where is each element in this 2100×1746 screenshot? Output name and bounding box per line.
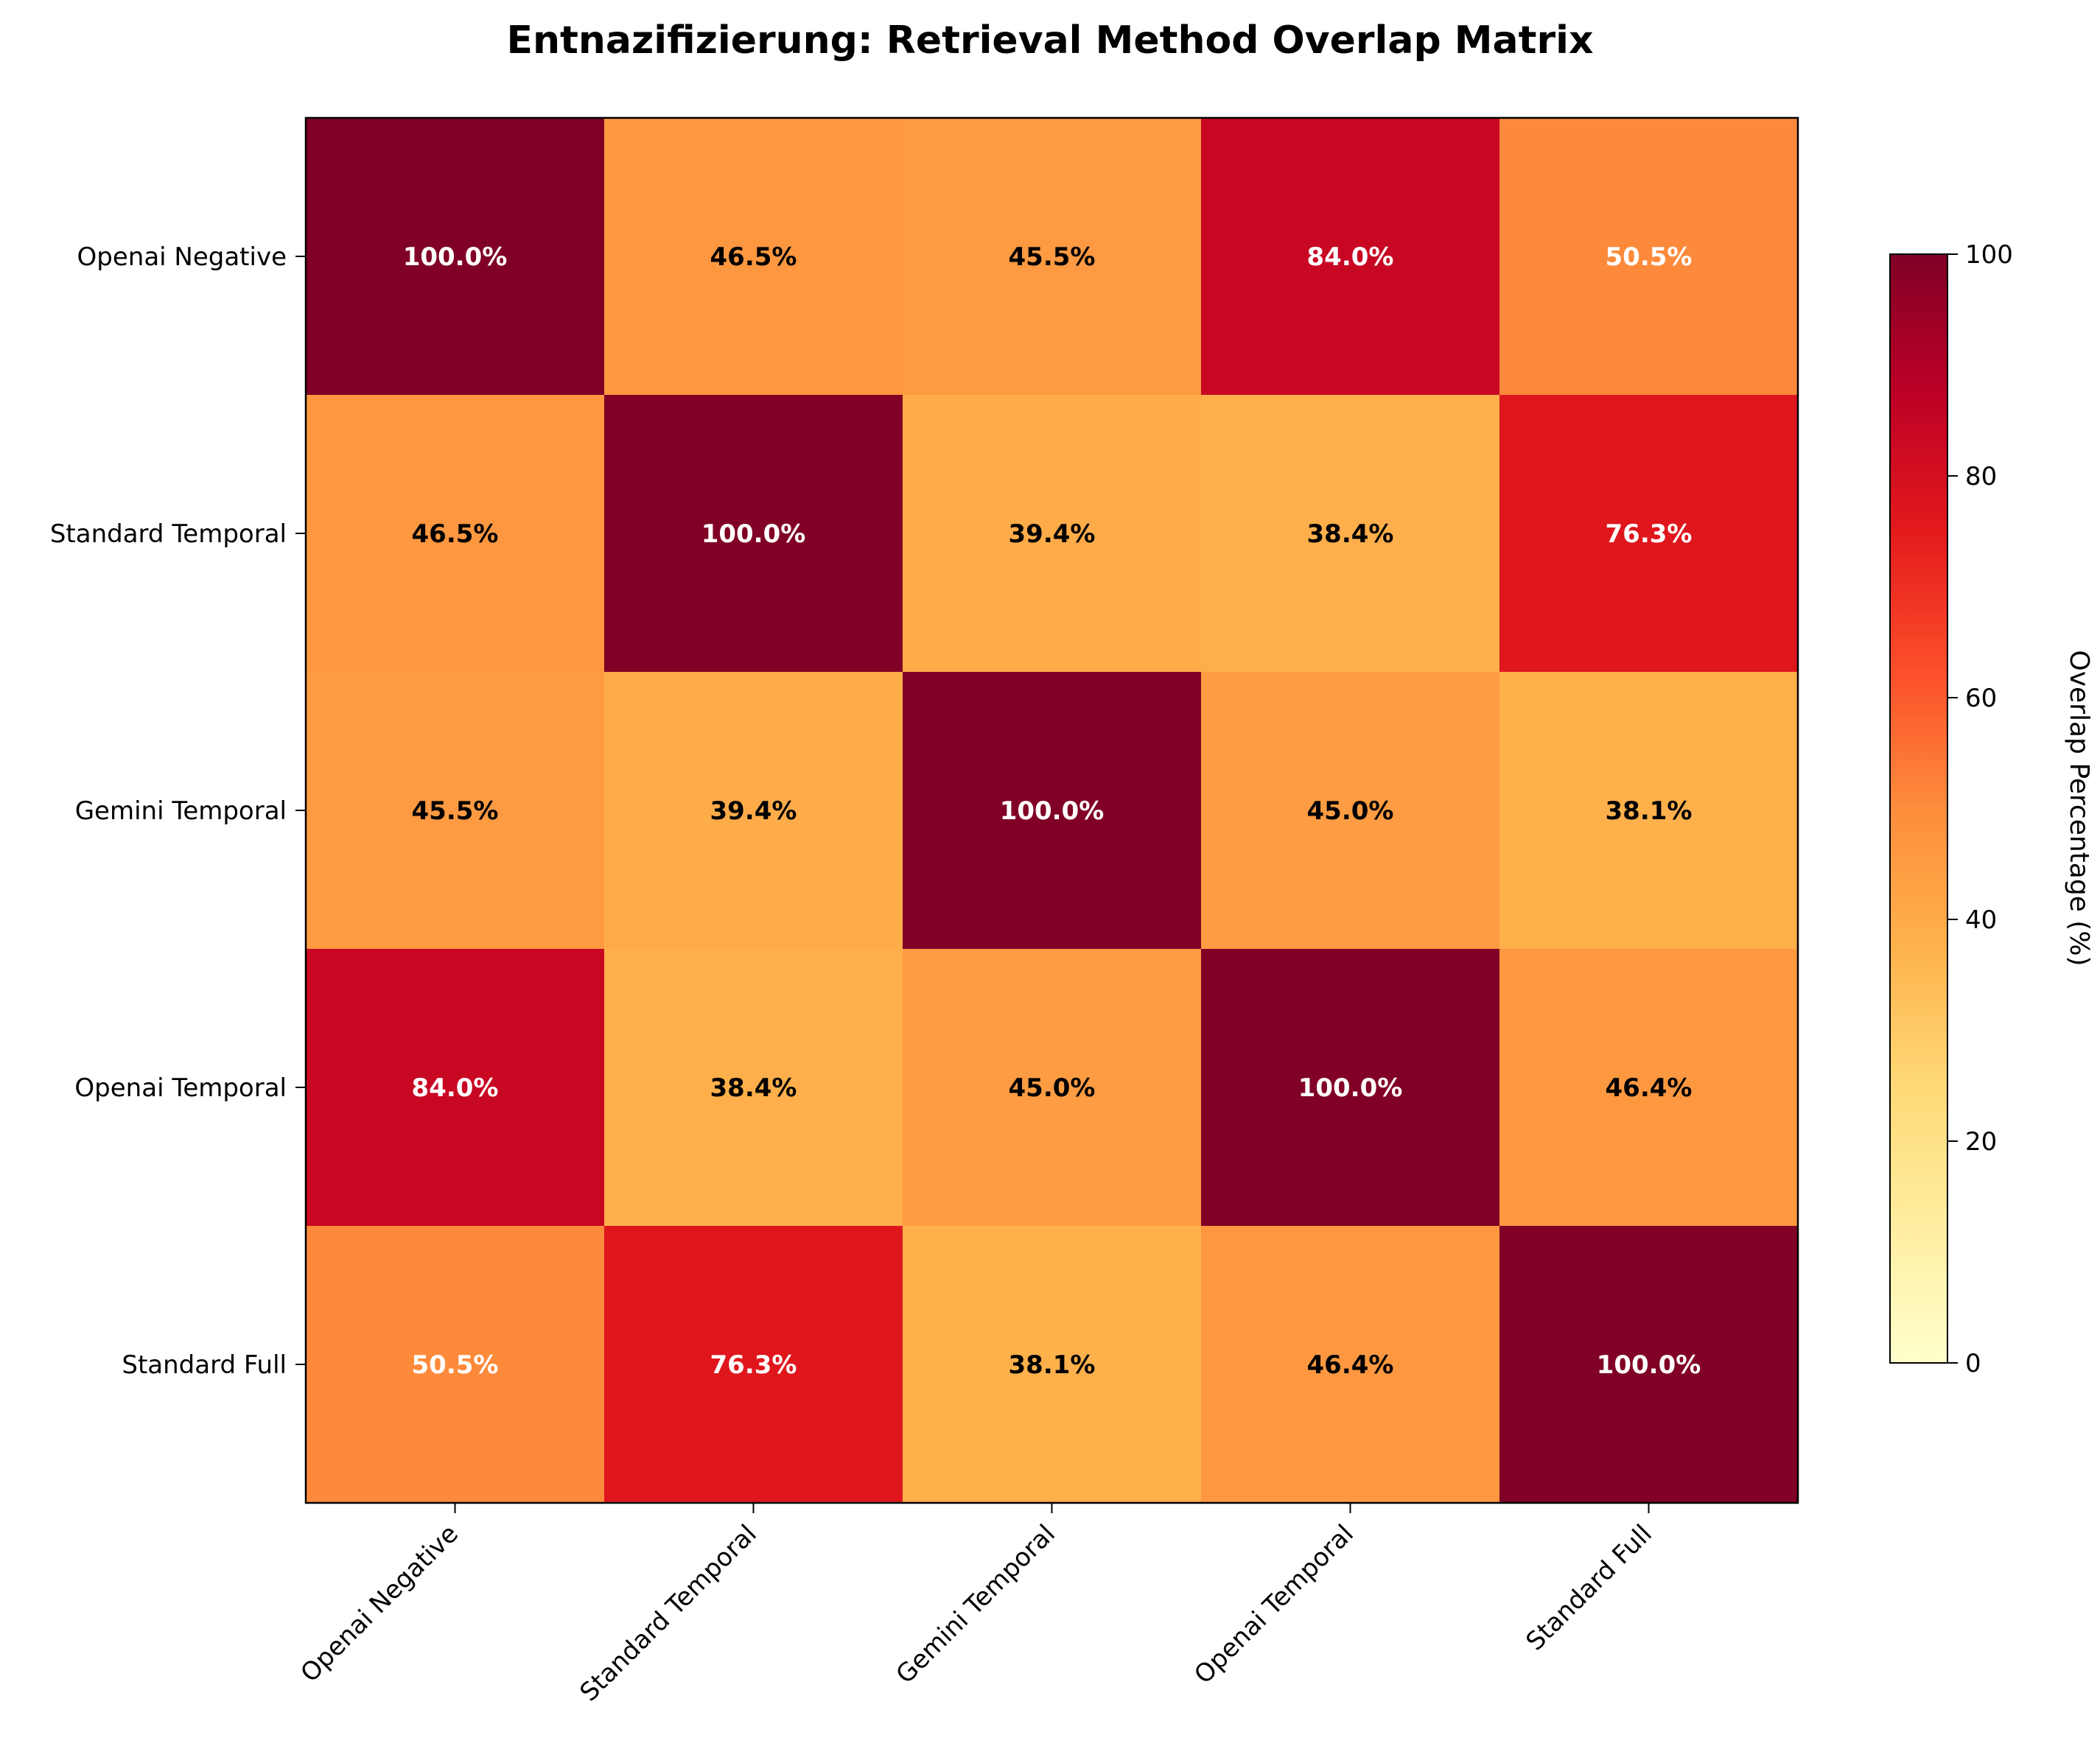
x-tick-label: Openai Negative — [295, 1519, 463, 1688]
cell-value-label: 84.0% — [412, 1073, 499, 1103]
y-tick-label: Openai Negative — [77, 242, 287, 272]
cell-value-label: 100.0% — [701, 519, 806, 549]
heatmap-cell — [903, 118, 1202, 396]
cell-value-label: 46.5% — [710, 242, 797, 272]
heatmap-cell — [1499, 118, 1799, 396]
cell-value-label: 45.5% — [412, 796, 499, 826]
heatmap-cell — [306, 949, 605, 1227]
colorbar-tick-label: 60 — [1965, 684, 1997, 713]
cell-value-label: 100.0% — [1000, 796, 1105, 826]
chart-title: Entnazifizierung: Retrieval Method Overl… — [506, 18, 1593, 63]
heatmap-cells — [306, 118, 1799, 1504]
colorbar-ticks: 0 20 40 60 80 100 — [1947, 240, 2013, 1378]
heatmap-cell — [903, 395, 1202, 673]
heatmap-cell — [1499, 672, 1799, 950]
heatmap-cell — [903, 949, 1202, 1227]
heatmap-cell — [1499, 395, 1799, 673]
heatmap-cell — [604, 949, 903, 1227]
cell-value-label: 38.4% — [1307, 519, 1394, 549]
x-axis: Openai Negative Standard Temporal Gemini T… — [295, 1503, 1658, 1707]
cell-value-label: 38.1% — [1606, 796, 1693, 826]
cell-value-label: 100.0% — [1597, 1350, 1701, 1380]
heatmap-cell — [604, 395, 903, 673]
heatmap-cell — [1201, 949, 1500, 1227]
cell-value-label: 50.5% — [1606, 242, 1693, 272]
colorbar-tick-label: 80 — [1965, 462, 1997, 491]
x-tick-label: Openai Temporal — [1189, 1519, 1359, 1690]
y-tick-label: Gemini Temporal — [75, 796, 287, 826]
heatmap-cell — [306, 672, 605, 950]
cell-value-label: 84.0% — [1307, 242, 1394, 272]
heatmap-cell — [903, 1226, 1202, 1504]
heatmap-cell — [604, 118, 903, 396]
colorbar-tick-label: 40 — [1965, 905, 1997, 935]
colorbar-tick-label: 20 — [1965, 1127, 1997, 1157]
heatmap-cell — [604, 672, 903, 950]
colorbar-label: Overlap Percentage (%) — [2064, 650, 2094, 966]
heatmap-cell — [1201, 672, 1500, 950]
cell-value-label: 45.0% — [1307, 796, 1394, 826]
colorbar-tick-label: 100 — [1965, 240, 2013, 270]
heatmap-cell — [306, 1226, 605, 1504]
cell-value-labels: 100.0% 46.5% 45.5% 84.0% 50.5% 46.5% 100.0% 39.… — [403, 242, 1701, 1380]
cell-value-label: 76.3% — [1606, 519, 1693, 549]
cell-value-label: 38.4% — [710, 1073, 797, 1103]
cell-value-label: 100.0% — [1298, 1073, 1403, 1103]
heatmap-cell — [1499, 949, 1799, 1227]
cell-value-label: 45.0% — [1009, 1073, 1096, 1103]
cell-value-label: 39.4% — [1009, 519, 1096, 549]
colorbar-tick-label: 0 — [1965, 1349, 1981, 1378]
cell-value-label: 39.4% — [710, 796, 797, 826]
x-tick-label: Gemini Temporal — [890, 1519, 1060, 1689]
cell-value-label: 45.5% — [1009, 242, 1096, 272]
heatmap-cell — [604, 1226, 903, 1504]
heatmap-cell — [1201, 395, 1500, 673]
cell-value-label: 46.4% — [1307, 1350, 1394, 1380]
heatmap-cell — [306, 395, 605, 673]
cell-value-label: 50.5% — [412, 1350, 499, 1380]
y-axis: Openai Negative Standard Temporal Gemini T… — [50, 242, 306, 1380]
y-tick-label: Standard Full — [122, 1350, 287, 1380]
y-tick-label: Standard Temporal — [50, 519, 287, 549]
cell-value-label: 38.1% — [1009, 1350, 1096, 1380]
heatmap-cell — [1201, 118, 1500, 396]
cell-value-label: 76.3% — [710, 1350, 797, 1380]
y-tick-label: Openai Temporal — [74, 1073, 287, 1103]
heatmap-cell — [1201, 1226, 1500, 1504]
colorbar-gradient — [1889, 253, 1948, 1364]
x-tick-label: Standard Full — [1520, 1519, 1657, 1656]
cell-value-label: 100.0% — [403, 242, 508, 272]
cell-value-label: 46.5% — [412, 519, 499, 549]
heatmap-cell — [903, 672, 1202, 950]
heatmap-cell — [306, 118, 605, 396]
x-tick-label: Standard Temporal — [574, 1519, 762, 1707]
colorbar: 0 20 40 60 80 100 Overlap Percentage (%) — [1889, 240, 2094, 1378]
heatmap-cell — [1499, 1226, 1799, 1504]
cell-value-label: 46.4% — [1606, 1073, 1693, 1103]
